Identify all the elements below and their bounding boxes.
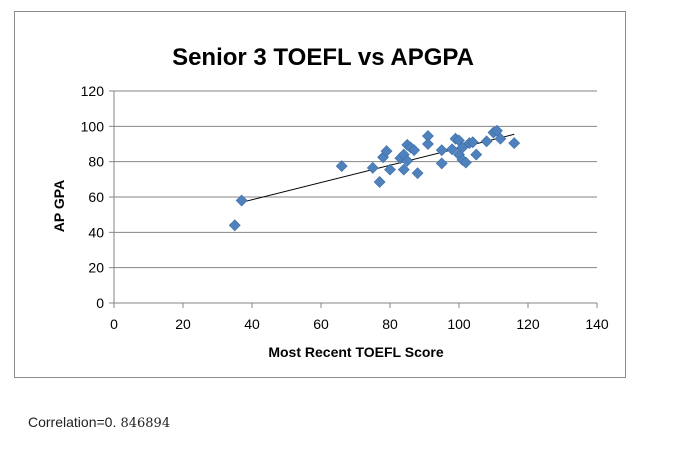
data-points [228,124,521,232]
correlation-value: 846894 [116,416,171,431]
chart-title: Senior 3 TOEFL vs APGPA [172,44,474,71]
data-point [235,194,248,207]
data-point [480,135,493,148]
y-tick-labels: 0 20 40 60 80 100 120 [81,83,105,311]
x-tick-label: 60 [313,316,329,332]
data-point [373,176,386,188]
x-tick-label: 0 [110,316,118,332]
data-point [446,143,459,156]
y-tick-label: 80 [88,154,104,170]
data-point [508,137,521,150]
x-tick-label: 100 [447,316,471,332]
x-tick-label: 40 [244,316,260,332]
data-point [494,132,507,145]
chart-area: Senior 3 TOEFL vs APGPA 0 20 40 60 80 100 120 … [14,11,626,378]
data-point [380,145,393,157]
y-tick-label: 60 [88,189,104,205]
x-tick-label: 20 [175,316,191,332]
y-axis-label: AP GPA [51,180,67,232]
data-point [470,148,483,161]
y-tick-label: 0 [96,295,104,311]
data-point [335,160,348,173]
data-point [411,167,424,180]
y-tick-label: 40 [88,224,104,240]
data-point [459,156,472,169]
axes [109,90,598,308]
x-tick-label: 80 [382,316,398,332]
correlation-label: Correlation=0. [28,414,117,430]
data-point [401,154,414,167]
scatter-chart: Senior 3 TOEFL vs APGPA 020406080100120 … [51,44,609,360]
data-point [435,144,448,157]
data-point [397,163,410,176]
data-point [422,138,434,150]
correlation-caption: Correlation=0. 846894 [28,414,170,431]
x-tick-labels: 0 20 40 60 80 100 120 140 [110,316,609,332]
data-point [384,163,396,176]
data-point [466,136,479,149]
y-tick-label: 20 [88,260,104,276]
data-point [228,219,241,232]
data-point [366,161,379,174]
data-point [435,157,448,170]
y-tick-label: 100 [81,118,105,134]
x-axis-label: Most Recent TOEFL Score [268,344,444,360]
gridlines [114,90,597,269]
y-tick-label: 120 [81,83,105,99]
x-tick-label: 120 [516,316,540,332]
x-tick-label: 140 [585,316,609,332]
data-point [408,144,421,157]
